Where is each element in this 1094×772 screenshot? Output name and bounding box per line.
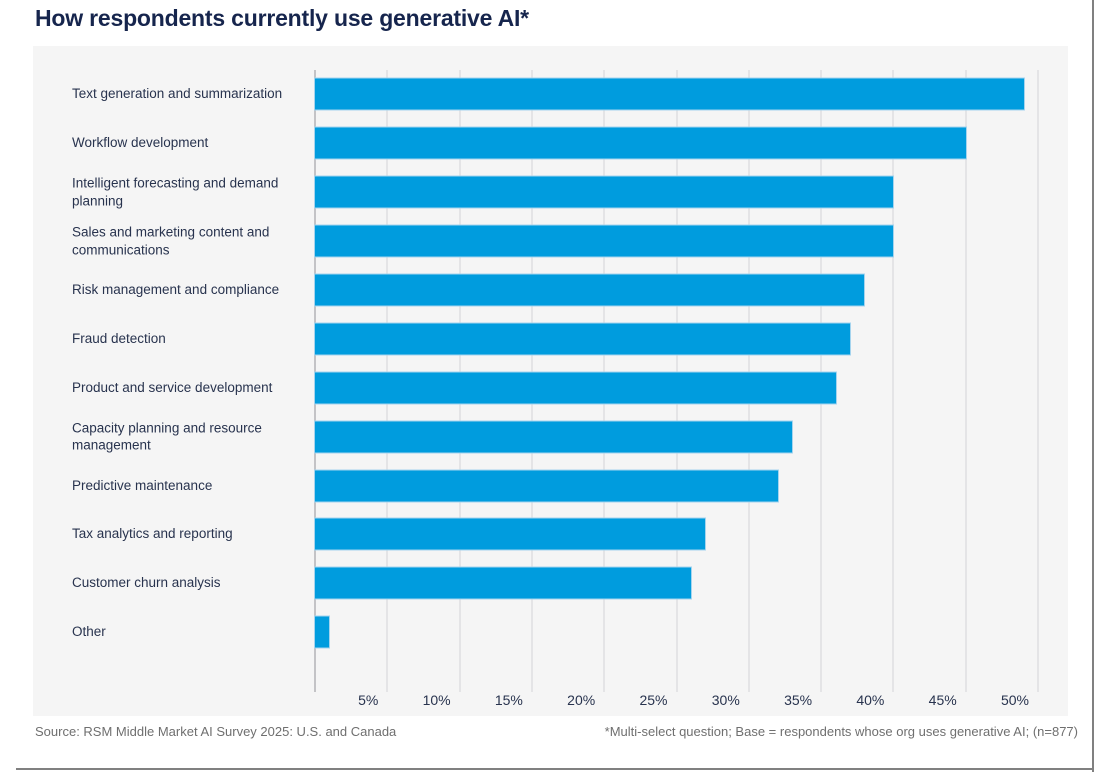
- bar: [314, 469, 779, 503]
- axis-tick-label: 10%: [422, 692, 451, 708]
- category-label: Sales and marketing content and communic…: [72, 224, 270, 258]
- category-label: Product and service development: [72, 380, 273, 396]
- bar: [314, 615, 331, 649]
- bar: [314, 371, 837, 405]
- bar-rows: Text generation and summarization Workflo…: [33, 70, 1068, 657]
- plot-area: Text generation and summarization Workflo…: [33, 46, 1068, 716]
- category-label: Text generation and summarization: [72, 86, 283, 102]
- chart-row: Other: [33, 608, 1068, 657]
- chart-panel: Text generation and summarization Workflo…: [33, 46, 1068, 716]
- category-label: Other: [72, 624, 106, 640]
- footer: Source: RSM Middle Market AI Survey 2025…: [35, 724, 1078, 739]
- footnote-text: *Multi-select question; Base = responden…: [604, 724, 1078, 739]
- category-label: Workflow development: [72, 135, 209, 151]
- bar: [314, 566, 692, 600]
- axis-tick-label: 15%: [494, 692, 523, 708]
- chart-row: Fraud detection: [33, 314, 1068, 363]
- chart-row: Risk management and compliance: [33, 266, 1068, 315]
- source-text: Source: RSM Middle Market AI Survey 2025…: [35, 724, 397, 739]
- axis-tick-label: 30%: [711, 692, 740, 708]
- page-border-right-line: [1092, 0, 1094, 772]
- chart-row: Capacity planning and resource managemen…: [33, 412, 1068, 461]
- chart-row: Sales and marketing content and communic…: [33, 217, 1068, 266]
- page-border-bottom-line: [16, 768, 1094, 770]
- bar: [314, 420, 794, 454]
- axis-tick-label: 20%: [567, 692, 596, 708]
- category-label: Risk management and compliance: [72, 282, 280, 298]
- chart-row: Product and service development: [33, 363, 1068, 412]
- category-label: Tax analytics and reporting: [72, 526, 233, 542]
- chart-title: How respondents currently use generative…: [35, 5, 529, 31]
- chart-row: Customer churn analysis: [33, 559, 1068, 608]
- axis-tick-label: 35%: [784, 692, 813, 708]
- axis-tick-label: 45%: [928, 692, 957, 708]
- axis-tick-label: 5%: [358, 692, 379, 708]
- chart-row: Predictive maintenance: [33, 461, 1068, 510]
- category-label: Predictive maintenance: [72, 477, 213, 493]
- bar: [314, 126, 967, 160]
- chart-row: Intelligent forecasting and demand plann…: [33, 168, 1068, 217]
- bar: [314, 77, 1025, 111]
- chart-row: Workflow development: [33, 119, 1068, 168]
- category-label: Customer churn analysis: [72, 575, 221, 591]
- bar: [314, 273, 866, 307]
- chart-row: Text generation and summarization: [33, 70, 1068, 119]
- axis-tick-label: 25%: [639, 692, 668, 708]
- category-label: Intelligent forecasting and demand plann…: [72, 175, 279, 209]
- bar: [314, 175, 895, 209]
- gridline: [892, 70, 895, 692]
- bar: [314, 322, 852, 356]
- axis-tick-label: 50%: [1000, 692, 1029, 708]
- bar: [314, 517, 707, 551]
- category-label: Capacity planning and resource managemen…: [72, 420, 262, 453]
- gridline: [1037, 70, 1039, 692]
- chart-row: Tax analytics and reporting: [33, 510, 1068, 559]
- gridline: [964, 70, 967, 692]
- category-label: Fraud detection: [72, 331, 166, 347]
- bar: [314, 224, 895, 258]
- axis-tick-label: 40%: [856, 692, 885, 708]
